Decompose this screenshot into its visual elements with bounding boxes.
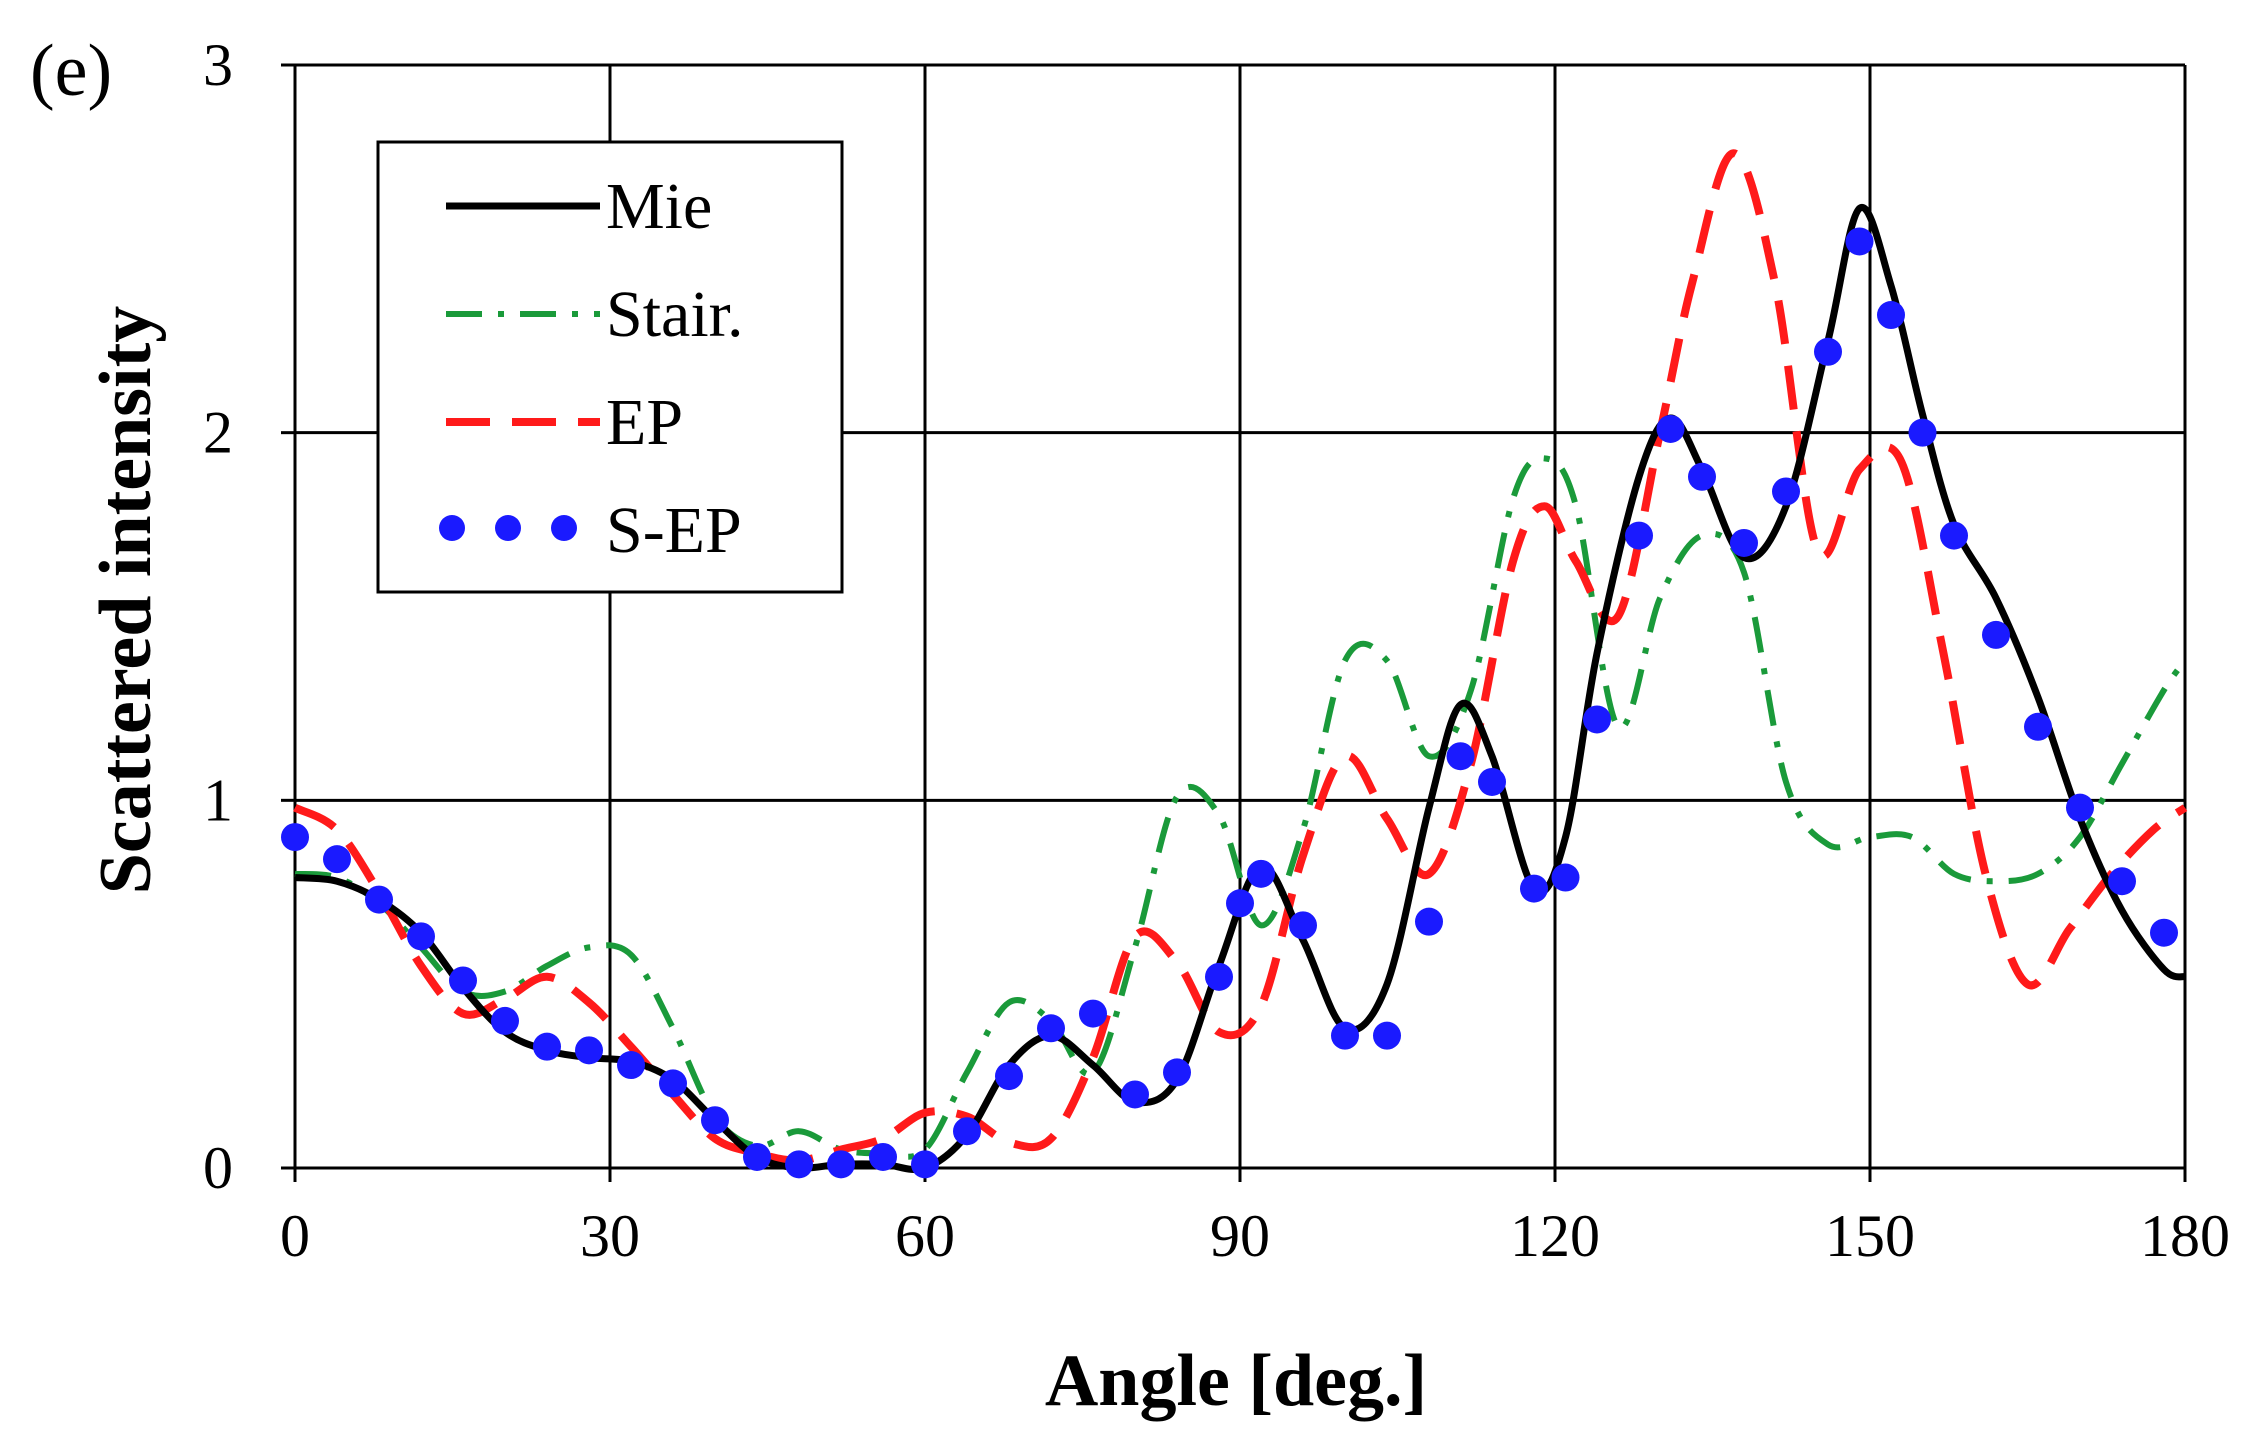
legend-label-stair: Stair. <box>606 278 744 351</box>
y-tick-label: 2 <box>203 400 233 466</box>
panel-label: (e) <box>30 30 112 112</box>
x-tick-label: 30 <box>580 1203 640 1269</box>
series-s-ep-point <box>1877 301 1905 330</box>
series-s-ep-point <box>743 1142 771 1171</box>
series-s-ep-point <box>1446 742 1475 771</box>
series-s-ep-point <box>1520 874 1548 903</box>
legend-swatch-s-ep <box>551 515 577 541</box>
series-s-ep-point <box>659 1069 687 1098</box>
series-s-ep-point <box>953 1117 981 1146</box>
series-s-ep-point <box>1289 911 1317 940</box>
axis-ticks: 0 30 60 90 120 150 180 0 1 2 3 <box>203 32 2230 1269</box>
series-layer <box>281 149 2188 1179</box>
series-s-ep-point <box>1845 227 1874 256</box>
series-s-ep-point <box>2108 867 2136 896</box>
series-s-ep-point <box>1908 418 1937 447</box>
series-s-ep-point <box>911 1150 939 1179</box>
series-s-ep-point <box>1625 521 1653 550</box>
series-s-ep-point <box>407 922 435 951</box>
series-s-ep-point <box>2024 712 2052 741</box>
series-s-ep-point <box>1226 889 1254 918</box>
series-s-ep-point <box>1688 462 1716 491</box>
legend-swatch-s-ep <box>439 515 465 541</box>
x-tick-label: 180 <box>2140 1203 2230 1269</box>
series-s-ep-point <box>491 1006 519 1035</box>
series-s-ep-point <box>1331 1021 1359 1050</box>
x-tick-label: 120 <box>1510 1203 1600 1269</box>
series-s-ep-point <box>995 1062 1023 1091</box>
series-s-ep-point <box>281 823 309 852</box>
series-s-ep-point <box>1121 1080 1149 1109</box>
y-axis-title: Scattered intensity <box>85 306 167 895</box>
x-tick-label: 90 <box>1210 1203 1270 1269</box>
legend: Mie Stair. EP S-EP <box>376 140 844 594</box>
series-s-ep-point <box>1940 521 1968 550</box>
series-s-ep-point <box>449 966 477 995</box>
legend-label-ep: EP <box>606 386 683 459</box>
series-s-ep-point <box>1373 1021 1401 1050</box>
series-s-ep-point <box>785 1150 813 1179</box>
series-s-ep-point <box>1205 962 1233 991</box>
series-s-ep-point <box>1814 337 1842 366</box>
y-tick-label: 0 <box>203 1135 233 1201</box>
series-s-ep-point <box>533 1032 561 1061</box>
series-s-ep-point <box>323 845 351 874</box>
series-s-ep-point <box>1772 477 1800 506</box>
series-s-ep-point <box>827 1150 855 1179</box>
series-s-ep-point <box>1730 528 1758 557</box>
series-s-ep-point <box>1551 863 1580 892</box>
series-s-ep-point <box>1982 620 2010 649</box>
series-s-ep-point <box>1247 859 1275 888</box>
series-s-ep-point <box>1583 705 1611 734</box>
x-axis-title: Angle [deg.] <box>1045 1340 1427 1422</box>
series-s-ep-point <box>2150 918 2178 947</box>
series-stair-line <box>294 455 2188 1160</box>
y-tick-label: 3 <box>203 32 233 98</box>
x-tick-label: 60 <box>895 1203 955 1269</box>
series-s-ep-point <box>1163 1058 1191 1087</box>
series-s-ep-point <box>869 1142 897 1171</box>
x-tick-label: 150 <box>1825 1203 1915 1269</box>
legend-swatch-s-ep <box>495 515 521 541</box>
legend-label-mie: Mie <box>606 170 712 243</box>
series-s-ep <box>281 227 2178 1179</box>
y-tick-label: 1 <box>203 767 233 833</box>
series-s-ep-point <box>1079 999 1107 1028</box>
series-s-ep-point <box>365 885 393 914</box>
series-s-ep-point <box>1656 414 1685 443</box>
series-s-ep-point <box>1037 1014 1065 1043</box>
series-s-ep-point <box>575 1036 603 1065</box>
x-tick-label: 0 <box>280 1203 310 1269</box>
series-s-ep-point <box>2066 793 2094 822</box>
series-s-ep-point <box>617 1051 645 1080</box>
legend-label-s-ep: S-EP <box>606 494 742 567</box>
series-s-ep-point <box>701 1106 729 1135</box>
series-s-ep-point <box>1478 767 1506 796</box>
series-s-ep-point <box>1415 907 1443 936</box>
